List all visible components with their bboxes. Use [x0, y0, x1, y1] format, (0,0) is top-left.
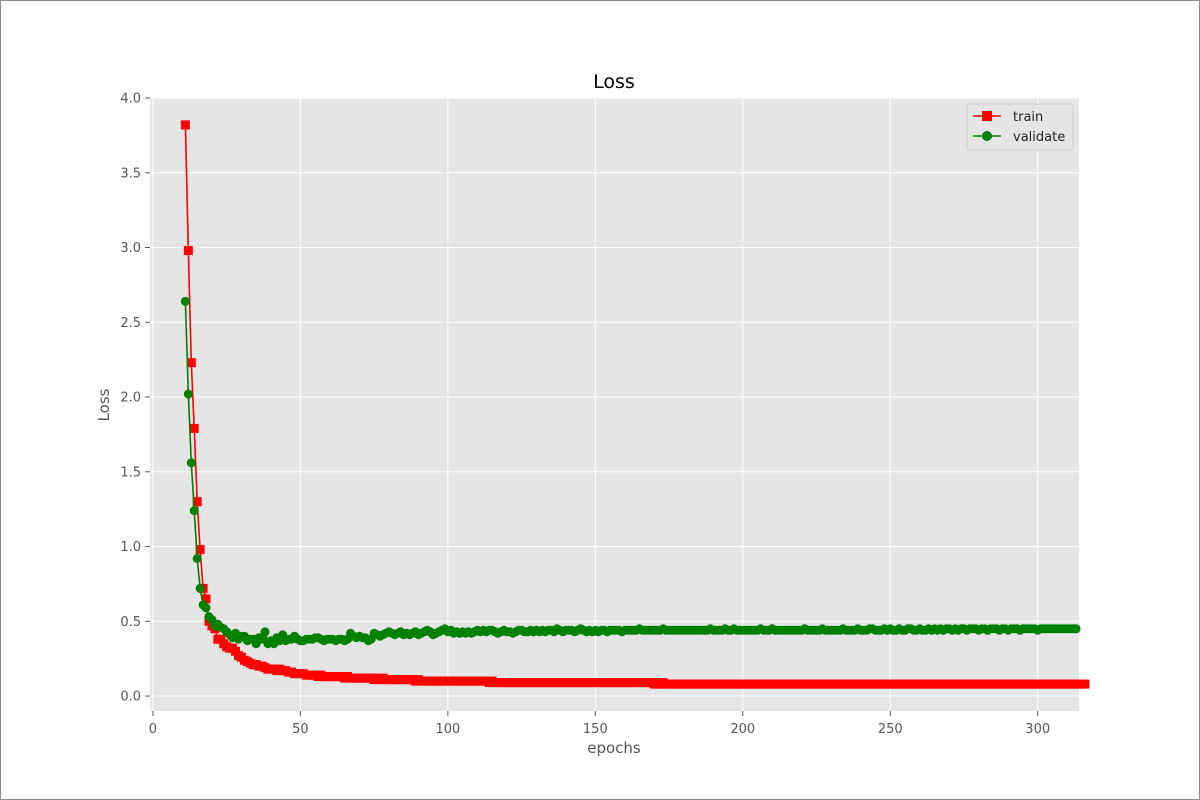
- train-point: [189, 423, 199, 433]
- y-tick-label: 2.5: [120, 316, 141, 331]
- validate-point: [201, 603, 211, 613]
- x-axis-ticks: 0 50 100 150 200 250 300: [149, 711, 1050, 737]
- train-point: [183, 246, 193, 256]
- x-tick-label: 300: [1025, 722, 1050, 737]
- validate-point: [183, 389, 193, 399]
- series-validate: [180, 296, 1081, 649]
- y-tick-label: 2.0: [120, 391, 141, 406]
- validate-point: [189, 506, 199, 516]
- y-gridlines: [150, 97, 1079, 697]
- y-tick-label: 0.0: [120, 690, 141, 705]
- legend-train-label: train: [1013, 110, 1043, 125]
- legend-validate-marker: [982, 131, 992, 141]
- train-point: [1080, 679, 1090, 689]
- validate-point: [186, 458, 196, 468]
- train-point: [195, 545, 205, 555]
- y-tick-label: 4.0: [120, 92, 141, 107]
- validate-point: [195, 583, 205, 593]
- x-gridlines: [152, 98, 1039, 711]
- series-train: [180, 120, 1090, 689]
- x-tick-label: 100: [435, 722, 460, 737]
- x-tick-label: 250: [878, 722, 903, 737]
- x-tick-label: 50: [292, 722, 309, 737]
- train-point: [186, 358, 196, 368]
- x-axis-label: epochs: [587, 739, 641, 757]
- chart-title: Loss: [593, 71, 635, 93]
- validate-point: [1071, 624, 1081, 634]
- y-axis-label: Loss: [95, 388, 113, 421]
- train-point: [192, 497, 202, 507]
- legend-train-marker: [982, 111, 992, 121]
- y-tick-label: 3.0: [120, 241, 141, 256]
- legend: train validate: [966, 103, 1074, 151]
- validate-point: [192, 553, 202, 563]
- legend-validate-label: validate: [1013, 130, 1065, 145]
- train-point: [180, 120, 190, 130]
- validate-point: [180, 296, 190, 306]
- x-tick-label: 0: [149, 722, 157, 737]
- y-axis-ticks: 0.0 0.5 1.0 1.5 2.0 2.5 3.0 3.5 4.0: [120, 92, 150, 705]
- y-tick-label: 0.5: [120, 615, 141, 630]
- x-tick-label: 200: [730, 722, 755, 737]
- plot-background: [150, 98, 1079, 711]
- train-point: [201, 594, 211, 604]
- y-tick-label: 3.5: [120, 166, 141, 181]
- y-tick-label: 1.0: [120, 540, 141, 555]
- validate-point: [260, 627, 270, 637]
- x-tick-label: 150: [583, 722, 608, 737]
- series-layer: [180, 120, 1090, 689]
- y-tick-label: 1.5: [120, 465, 141, 480]
